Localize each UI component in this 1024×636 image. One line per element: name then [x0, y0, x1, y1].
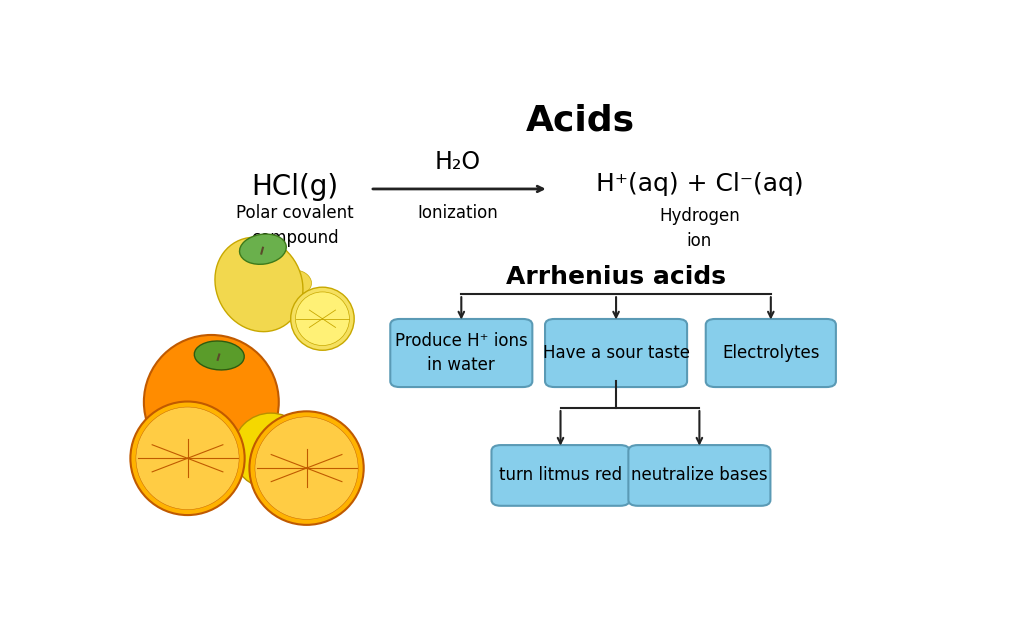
Ellipse shape [195, 341, 245, 370]
Ellipse shape [215, 237, 303, 331]
Text: Electrolytes: Electrolytes [722, 344, 819, 362]
Ellipse shape [240, 234, 287, 265]
Text: neutralize bases: neutralize bases [631, 466, 768, 485]
Text: HCl(g): HCl(g) [251, 172, 338, 200]
Text: H⁺(aq) + Cl⁻(aq): H⁺(aq) + Cl⁻(aq) [596, 172, 803, 196]
Text: Ionization: Ionization [417, 204, 498, 223]
Text: Have a sour taste: Have a sour taste [543, 344, 689, 362]
FancyBboxPatch shape [492, 445, 630, 506]
FancyBboxPatch shape [629, 445, 770, 506]
Ellipse shape [283, 270, 311, 294]
Text: turn litmus red: turn litmus red [499, 466, 622, 485]
Ellipse shape [250, 411, 364, 525]
FancyBboxPatch shape [706, 319, 836, 387]
Ellipse shape [296, 292, 349, 345]
Ellipse shape [255, 417, 358, 520]
Ellipse shape [143, 335, 279, 469]
Ellipse shape [136, 407, 239, 509]
Text: Polar covalent
compound: Polar covalent compound [236, 204, 353, 247]
Text: Produce H⁺ ions
in water: Produce H⁺ ions in water [395, 332, 527, 374]
Text: Arrhenius acids: Arrhenius acids [506, 265, 726, 289]
FancyBboxPatch shape [390, 319, 532, 387]
Text: Hydrogen
ion: Hydrogen ion [659, 207, 739, 250]
FancyBboxPatch shape [545, 319, 687, 387]
Text: H₂O: H₂O [434, 150, 480, 174]
Ellipse shape [291, 287, 354, 350]
Text: Acids: Acids [525, 103, 635, 137]
Ellipse shape [130, 401, 245, 515]
Ellipse shape [232, 413, 309, 489]
